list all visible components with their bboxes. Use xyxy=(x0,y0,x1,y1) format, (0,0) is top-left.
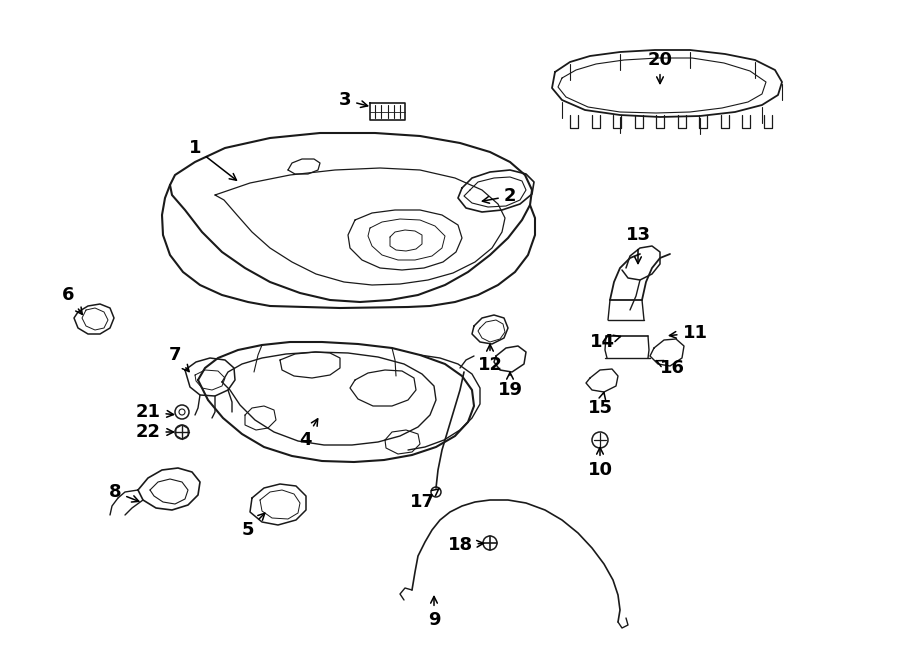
Text: 8: 8 xyxy=(109,483,139,502)
Text: 6: 6 xyxy=(62,286,82,315)
Text: 20: 20 xyxy=(647,51,672,83)
Text: 16: 16 xyxy=(656,359,685,377)
Text: 11: 11 xyxy=(670,324,707,342)
Text: 4: 4 xyxy=(299,419,318,449)
Text: 7: 7 xyxy=(169,346,189,371)
Text: 3: 3 xyxy=(338,91,368,109)
Text: 15: 15 xyxy=(588,393,613,417)
Text: 14: 14 xyxy=(590,333,621,351)
Text: 19: 19 xyxy=(498,373,523,399)
Text: 17: 17 xyxy=(410,488,439,511)
Text: 22: 22 xyxy=(136,423,174,441)
Text: 10: 10 xyxy=(588,447,613,479)
Text: 21: 21 xyxy=(136,403,174,421)
Text: 18: 18 xyxy=(447,536,483,554)
Text: 2: 2 xyxy=(482,187,517,205)
Text: 1: 1 xyxy=(189,139,237,180)
Text: 12: 12 xyxy=(478,344,502,374)
Text: 9: 9 xyxy=(428,596,440,629)
Text: 13: 13 xyxy=(626,226,651,264)
Text: 5: 5 xyxy=(242,513,265,539)
